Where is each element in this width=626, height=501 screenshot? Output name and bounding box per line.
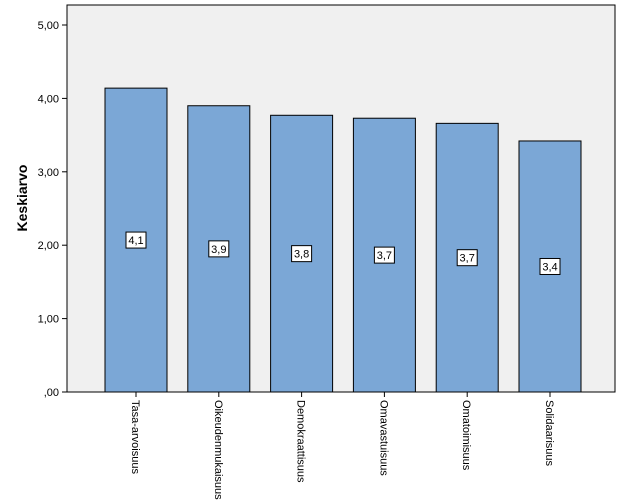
bars: 4,1 3,9 3,8 3,7 3,7 3,4 (104, 87, 582, 393)
data-label-box (456, 249, 478, 267)
data-label: 3,7 (460, 253, 475, 265)
x-category-label: Omatoimisuus (460, 400, 472, 471)
y-tick-label: ,00 (44, 387, 59, 399)
y-tick-label: 3,00 (38, 167, 59, 179)
x-category-label: Solidaarisuus (543, 400, 555, 467)
y-axis-title: Keskiarvo (14, 165, 30, 232)
y-tick-label: 4,00 (38, 93, 59, 105)
data-label-box (125, 231, 147, 249)
y-tick-label: 2,00 (38, 240, 59, 252)
y-tick-label: 1,00 (38, 314, 59, 326)
y-axis: ,00 1,00 2,00 3,00 4,00 5,00 (38, 20, 67, 399)
x-category-label: Tasa-arvoisuus (129, 400, 141, 474)
x-category-label: Demokraattisuus (295, 400, 307, 483)
x-axis: Tasa-arvoisuus Oikeudenmukaisuus Demokraat… (129, 392, 555, 500)
x-category-label: Omavastuisuus (377, 400, 389, 476)
data-label: 3,8 (294, 249, 309, 261)
y-tick-label: 5,00 (38, 20, 59, 32)
data-label: 4,1 (128, 235, 143, 247)
data-label: 3,7 (377, 250, 392, 262)
data-label-box (373, 246, 395, 264)
data-label-box (291, 245, 313, 263)
data-label: 3,9 (211, 244, 226, 256)
data-label-box (539, 257, 561, 275)
x-category-label: Oikeudenmukaisuus (212, 400, 224, 500)
data-label-box (208, 240, 230, 258)
data-label: 3,4 (542, 261, 557, 273)
